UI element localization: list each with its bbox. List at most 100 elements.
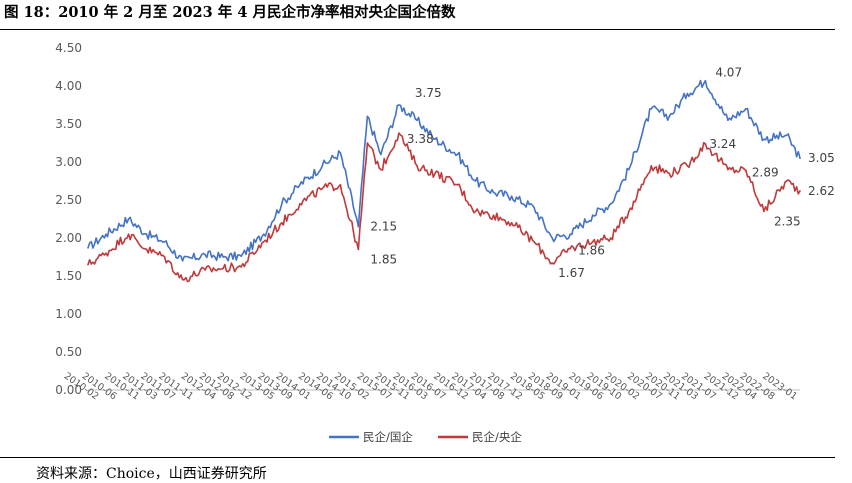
data-label: 1.85 <box>370 252 397 266</box>
data-label: 3.05 <box>808 151 835 165</box>
data-point <box>262 241 265 243</box>
data-point <box>533 241 535 243</box>
data-point <box>609 237 612 239</box>
y-tick-label: 4.00 <box>55 79 82 93</box>
data-point <box>704 142 707 145</box>
data-point <box>727 119 729 121</box>
data-point <box>456 184 459 186</box>
data-point <box>686 92 689 95</box>
data-label: 1.86 <box>578 244 605 258</box>
data-point <box>298 203 301 205</box>
data-point <box>280 222 283 224</box>
data-point <box>280 203 283 205</box>
data-point <box>763 210 765 213</box>
data-point <box>492 191 495 194</box>
data-point <box>727 168 729 171</box>
series-layer <box>87 79 801 283</box>
data-label: 3.24 <box>709 137 736 151</box>
data-point <box>105 233 107 235</box>
data-point <box>785 180 788 182</box>
data-point <box>222 267 224 270</box>
data-point <box>492 214 495 216</box>
data-label: 1.67 <box>558 266 585 280</box>
data-point <box>745 169 747 172</box>
data-point <box>799 157 801 159</box>
data-point <box>785 134 788 137</box>
data-point <box>298 184 301 186</box>
data-point <box>551 262 553 264</box>
y-tick-label: 2.50 <box>55 193 82 207</box>
y-tick-label: 4.50 <box>55 41 82 55</box>
data-point <box>127 218 130 220</box>
data-label: 4.07 <box>715 66 742 80</box>
data-point <box>591 241 594 243</box>
figure-title: 图 18：2010 年 2 月至 2023 年 4 月民企市净率相对央企国企倍数 <box>4 4 456 21</box>
series-line-1 <box>87 79 801 262</box>
data-label: 3.75 <box>415 86 442 100</box>
data-point <box>799 190 801 192</box>
data-point <box>87 263 89 266</box>
data-point <box>339 184 342 186</box>
data-point <box>339 152 342 154</box>
data-label: 2.15 <box>370 220 397 234</box>
data-point <box>609 203 612 205</box>
y-tick-label: 3.00 <box>55 155 82 169</box>
data-point <box>262 233 265 235</box>
data-point <box>456 153 459 156</box>
data-point <box>321 165 324 167</box>
bottom-rule <box>0 457 835 458</box>
data-point <box>763 138 765 140</box>
y-tick-label: 2.00 <box>55 231 82 245</box>
x-axis: 2010-022010-062010-112011-032011-072011-… <box>62 371 800 402</box>
data-point <box>745 108 747 110</box>
data-point <box>145 248 148 251</box>
data-point <box>704 79 707 82</box>
data-point <box>650 108 653 110</box>
data-point <box>398 104 400 106</box>
data-point <box>591 214 594 216</box>
data-point <box>181 260 184 262</box>
data-point <box>668 172 671 175</box>
data-point <box>686 165 689 167</box>
data-point <box>551 237 553 239</box>
data-point <box>222 256 224 258</box>
data-point <box>569 233 571 235</box>
data-point <box>87 247 89 249</box>
data-point <box>357 248 360 251</box>
data-point <box>474 210 477 213</box>
data-point <box>204 253 206 256</box>
data-point <box>569 247 571 250</box>
data-point <box>204 269 206 271</box>
top-rule <box>0 29 835 30</box>
data-point <box>240 255 243 258</box>
data-point <box>416 119 418 121</box>
y-tick-label: 0.50 <box>55 345 82 359</box>
y-tick-label: 3.50 <box>55 117 82 131</box>
data-label: 2.35 <box>774 214 801 228</box>
series-line-2 <box>87 132 801 283</box>
data-point <box>163 241 166 243</box>
legend-label: 民企/国企 <box>363 430 413 444</box>
annotation-layer: 3.75 3.38 2.15 1.85 1.86 1.67 4.07 3.24 2.89 2.35… <box>370 66 834 280</box>
data-point <box>321 187 324 190</box>
legend-label: 民企/央企 <box>472 430 522 444</box>
data-point <box>163 256 166 258</box>
data-point <box>533 206 535 209</box>
data-point <box>474 180 477 182</box>
y-axis: 0.00 0.50 1.00 1.50 2.00 2.50 3.00 3.50 4.00 4.50 <box>55 41 82 397</box>
data-point <box>181 279 184 281</box>
data-point <box>510 195 513 197</box>
data-point <box>240 266 243 268</box>
data-point <box>434 172 436 175</box>
source-note: 资料来源：Choice，山西证券研究所 <box>36 466 267 482</box>
legend: 民企/国企 民企/央企 <box>329 430 522 444</box>
y-tick-label: 1.50 <box>55 269 82 283</box>
data-point <box>668 115 671 118</box>
data-label: 2.89 <box>752 165 779 179</box>
data-point <box>398 132 400 134</box>
data-point <box>380 168 382 171</box>
data-point <box>145 233 148 235</box>
data-point <box>416 165 418 167</box>
data-label: 2.62 <box>808 184 835 198</box>
data-point <box>366 115 369 118</box>
